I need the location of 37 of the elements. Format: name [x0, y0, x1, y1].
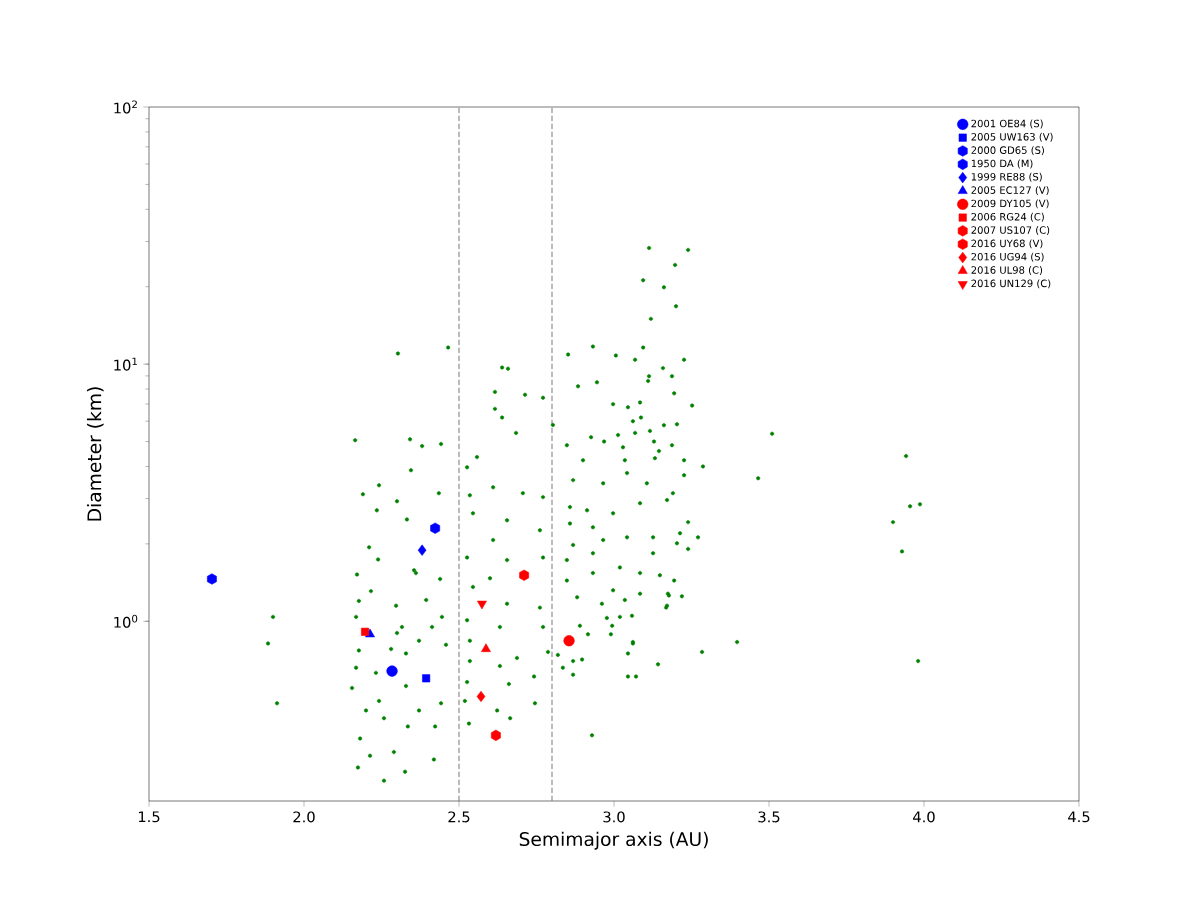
y-tick-label: 10$^{2}$: [114, 100, 137, 114]
legend-label: 2005 EC127 (V): [971, 186, 1049, 196]
legend-label: 1999 RE88 (S): [971, 172, 1042, 182]
legend-label: 1950 DA (M): [971, 159, 1033, 169]
x-tick-label: 4.5: [1068, 811, 1090, 823]
y-tick-label: 10$^{1}$: [114, 357, 137, 371]
x-tick-label: 2.5: [448, 811, 470, 823]
point: [207, 573, 217, 585]
point: [491, 729, 501, 741]
x-tick-label: 4.0: [913, 811, 935, 823]
point: [563, 635, 575, 647]
legend-label: 2005 UW163 (V): [971, 132, 1053, 142]
legend-label: 2000 GD65 (S): [971, 146, 1044, 156]
x-tick-label: 3.0: [603, 811, 625, 823]
legend-label: 2016 UG94 (S): [971, 252, 1044, 262]
legend-label: 2016 UN129 (C): [971, 279, 1051, 289]
point: [481, 643, 491, 652]
point: [422, 674, 431, 683]
point: [519, 569, 529, 581]
legend-label: 2009 DY105 (V): [971, 199, 1049, 209]
legend-label: 2016 UL98 (C): [971, 266, 1043, 275]
point: [417, 544, 427, 556]
x-tick-label: 3.5: [758, 811, 780, 823]
point: [386, 665, 398, 677]
point: [430, 522, 441, 534]
legend-label: 2016 UY68 (V): [971, 239, 1043, 249]
x-tick-label: 1.5: [138, 811, 160, 823]
point: [477, 600, 487, 610]
legend-label: 2007 US107 (C): [971, 226, 1050, 236]
point: [361, 627, 370, 636]
legend-label: 2006 RG24 (C): [971, 212, 1044, 222]
point: [476, 690, 486, 703]
y-tick-label: 10$^{0}$: [114, 614, 138, 628]
y-axis-title: Diameter (km): [86, 387, 104, 521]
x-axis-title: Semimajor axis (AU): [519, 831, 708, 850]
x-tick-label: 2.0: [293, 811, 315, 823]
legend-label: 2001 OE84 (S): [971, 119, 1043, 129]
